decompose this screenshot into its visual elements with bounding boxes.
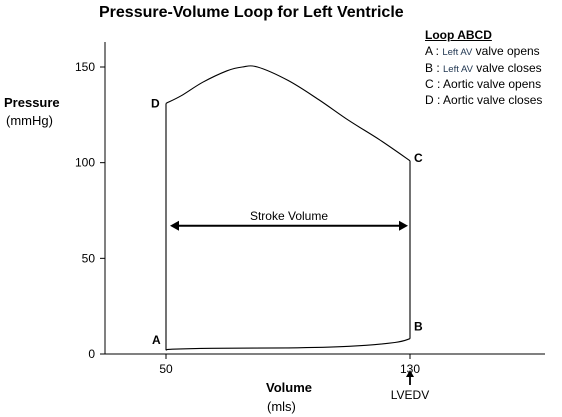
legend-title: Loop ABCD: [425, 28, 492, 42]
y-tick-label: 50: [82, 251, 96, 265]
legend-item-d: D : Aortic valve closes: [425, 93, 542, 109]
x-axis-unit: (mls): [267, 399, 296, 414]
legend: Loop ABCD A : Left AV valve opens B : Le…: [425, 28, 542, 109]
legend-item-c: C : Aortic valve opens: [425, 77, 542, 93]
legend-text: Aortic valve opens: [443, 77, 542, 92]
lvedv-label: LVEDV: [391, 388, 429, 402]
loop-point-label-c: C: [414, 151, 423, 165]
legend-text: valve opens: [475, 43, 540, 58]
y-tick-label: 150: [75, 60, 95, 74]
x-tick-label: 130: [400, 362, 420, 376]
loop-segment-filling: [165, 338, 411, 351]
loop-segment-ejection: [165, 65, 411, 162]
x-tick-label: 50: [159, 362, 173, 376]
legend-letter: A :: [425, 43, 440, 58]
legend-small-text: Left AV: [443, 63, 473, 75]
stroke-volume-label: Stroke Volume: [250, 209, 328, 223]
legend-item-a: A : Left AV valve opens: [425, 44, 542, 61]
legend-letter: D :: [425, 93, 441, 108]
legend-small-text: Left AV: [442, 46, 473, 58]
legend-text: Aortic valve closes: [443, 93, 543, 108]
y-axis-unit: (mmHg): [6, 113, 53, 128]
loop-point-label-b: B: [414, 320, 423, 334]
legend-item-b: B : Left AV valve closes: [425, 61, 542, 78]
y-tick-label: 0: [88, 347, 95, 361]
y-axis-label: Pressure: [4, 95, 60, 110]
stroke-volume-arrowhead-right: [399, 220, 408, 231]
legend-text: valve closes: [476, 60, 542, 75]
chart-title: Pressure-Volume Loop for Left Ventricle: [99, 4, 404, 21]
loop-point-label-d: D: [151, 96, 160, 110]
x-axis-label: Volume: [266, 380, 312, 395]
legend-letter: B :: [425, 60, 440, 75]
legend-letter: C :: [425, 77, 441, 92]
y-tick-label: 100: [75, 156, 95, 170]
lvedv-arrowhead: [406, 370, 414, 377]
loop-point-label-a: A: [152, 333, 161, 347]
stroke-volume-arrowhead-left: [170, 220, 179, 231]
